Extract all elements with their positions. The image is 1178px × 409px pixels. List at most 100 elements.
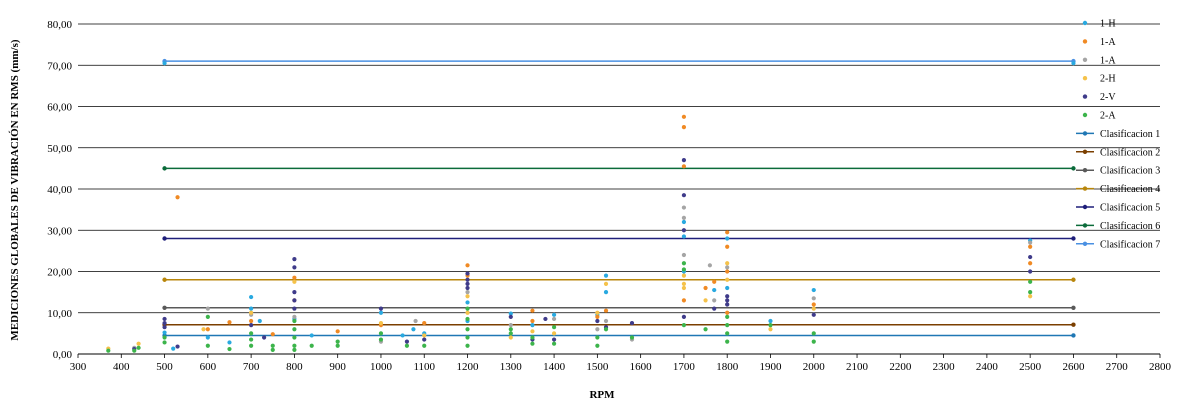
- data-point: [707, 263, 712, 268]
- x-axis-title: RPM: [589, 389, 615, 401]
- data-point: [595, 314, 600, 319]
- x-tick-label: 2200: [889, 361, 912, 373]
- data-point: [378, 310, 384, 315]
- x-tick-label: 1200: [457, 361, 480, 373]
- x-tick-label: 600: [200, 361, 217, 373]
- data-point: [712, 306, 717, 311]
- data-point: [703, 298, 708, 303]
- legend: 1-H 1-A 1-A 2-H 2-V 2-A Clasificacion 1 Clasifi…: [1076, 19, 1160, 250]
- data-point: [378, 306, 384, 311]
- data-point: [768, 327, 773, 332]
- data-point: [681, 228, 687, 233]
- data-point: [595, 343, 600, 348]
- line-endpoint: [162, 236, 167, 241]
- data-point: [681, 164, 687, 169]
- data-point: [335, 343, 340, 348]
- data-point: [530, 323, 535, 328]
- legend-label: Clasificacion 3: [1100, 166, 1160, 177]
- data-point: [465, 281, 470, 286]
- data-point: [725, 230, 730, 235]
- data-point: [629, 320, 635, 326]
- x-tick-label: 700: [243, 361, 260, 373]
- data-point: [681, 114, 687, 119]
- data-point: [422, 337, 427, 342]
- data-point: [162, 320, 167, 326]
- data-point: [171, 346, 176, 351]
- data-point: [1028, 261, 1033, 266]
- data-point: [712, 298, 717, 303]
- data-point: [768, 323, 773, 328]
- data-point: [811, 296, 816, 301]
- data-point: [681, 298, 687, 303]
- data-point: [1028, 254, 1033, 260]
- data-point: [465, 310, 470, 315]
- data-point: [292, 298, 297, 303]
- data-point: [404, 343, 410, 348]
- data-point: [292, 275, 297, 280]
- data-point: [725, 261, 730, 266]
- data-point: [335, 339, 340, 344]
- y-tick-label: 60,00: [47, 102, 72, 114]
- legend-line-dot: [1082, 149, 1088, 154]
- data-point: [530, 341, 535, 346]
- data-point: [205, 327, 210, 332]
- data-point: [811, 339, 816, 344]
- data-point: [249, 294, 254, 300]
- data-point: [465, 327, 470, 332]
- legend-marker: [1082, 94, 1088, 99]
- data-point: [162, 316, 167, 322]
- data-point: [681, 193, 687, 198]
- line-endpoint: [162, 166, 167, 171]
- data-point: [811, 306, 816, 311]
- legend-marker: [1082, 39, 1088, 44]
- x-tick-label: 1100: [413, 361, 435, 373]
- x-axis-ticks: 300 400 500 600 700 800 900 1000 1100 1200 1300 140…: [70, 354, 1172, 373]
- data-point: [725, 294, 730, 299]
- x-tick-label: 1000: [370, 361, 393, 373]
- data-point: [465, 290, 470, 295]
- data-point: [811, 302, 816, 307]
- legend-line-dot: [1082, 223, 1088, 228]
- y-axis-ticks: 0,00 10,00 20,00 30,00 40,00 50,00 60,00 70,00 8…: [47, 19, 72, 361]
- x-tick-label: 2500: [1019, 361, 1042, 373]
- legend-label: Clasificacion 6: [1100, 221, 1160, 232]
- gridlines: [78, 23, 1160, 314]
- data-point: [603, 308, 609, 313]
- data-point: [725, 323, 730, 328]
- data-point: [227, 340, 232, 345]
- data-point: [1028, 269, 1033, 274]
- classification-lines: [162, 58, 1076, 338]
- data-point: [681, 158, 687, 163]
- line-endpoint: [1071, 305, 1076, 310]
- data-point: [725, 244, 730, 249]
- data-point: [811, 287, 816, 293]
- legend-line-dot: [1082, 168, 1088, 173]
- data-point: [413, 318, 418, 324]
- data-point: [205, 343, 210, 348]
- data-point: [249, 318, 254, 324]
- data-point: [292, 335, 297, 340]
- data-point: [465, 335, 470, 340]
- x-tick-label: 2400: [976, 361, 999, 373]
- line-endpoint: [1071, 277, 1076, 282]
- data-point: [595, 335, 600, 340]
- data-points: [106, 61, 1076, 353]
- data-point: [404, 339, 410, 344]
- data-point: [465, 263, 470, 268]
- legend-label: 1-A: [1100, 55, 1116, 66]
- data-point: [465, 300, 470, 305]
- data-point: [132, 348, 137, 353]
- legend-label: 2-H: [1100, 74, 1116, 85]
- data-point: [508, 314, 513, 319]
- data-point: [227, 346, 232, 352]
- legend-line-dot: [1082, 204, 1088, 210]
- data-point: [681, 261, 687, 266]
- y-tick-label: 30,00: [47, 225, 72, 237]
- data-point: [136, 345, 141, 350]
- data-point: [249, 310, 254, 315]
- data-point: [292, 306, 297, 311]
- data-point: [530, 318, 535, 324]
- data-point: [227, 320, 232, 325]
- data-point: [1028, 279, 1033, 284]
